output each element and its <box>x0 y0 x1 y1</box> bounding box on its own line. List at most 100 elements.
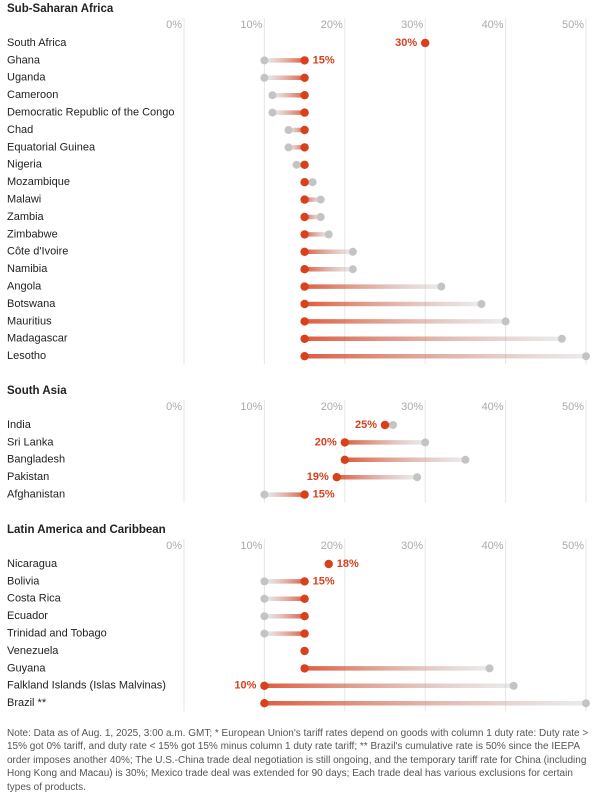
previous-rate-dot <box>348 265 357 274</box>
x-tick-label: 20% <box>321 401 343 413</box>
category-label: Afghanistan <box>7 489 65 501</box>
previous-rate-dot <box>477 300 486 308</box>
previous-rate-dot <box>348 247 357 256</box>
category-label: Nigeria <box>7 159 43 171</box>
previous-rate-dot <box>260 490 269 499</box>
category-label: Trinidad and Tobago <box>7 628 107 640</box>
category-label: Zimbabwe <box>7 228 58 240</box>
category-label: Costa Rica <box>7 593 62 605</box>
x-tick-label: 30% <box>401 540 423 552</box>
category-label: Democratic Republic of the Congo <box>7 107 175 119</box>
category-label: Brazil ** <box>7 697 47 709</box>
new-rate-dot <box>300 230 309 239</box>
category-label: Bolivia <box>7 575 40 587</box>
previous-rate-dot <box>316 195 325 204</box>
category-label: Cameroon <box>7 89 58 101</box>
new-rate-dot <box>300 334 309 343</box>
previous-rate-dot <box>268 91 277 100</box>
new-rate-dot <box>380 420 390 430</box>
category-label: Mozambique <box>7 176 70 188</box>
previous-rate-dot <box>389 421 398 429</box>
x-tick-label: 50% <box>562 19 584 31</box>
previous-rate-dot <box>260 577 269 586</box>
category-label: Bangladesh <box>7 454 65 466</box>
new-rate-dot <box>300 247 309 256</box>
x-tick-label: 0% <box>166 540 182 552</box>
previous-rate-dot <box>260 73 269 82</box>
new-rate-dot <box>300 212 309 222</box>
previous-rate-dot <box>292 160 301 169</box>
value-label: 19% <box>307 471 329 483</box>
previous-rate-dot <box>509 681 518 690</box>
new-rate-dot <box>300 73 309 83</box>
new-rate-dot <box>300 490 309 499</box>
x-tick-label: 10% <box>240 540 262 552</box>
previous-rate-dot <box>582 352 590 361</box>
new-rate-dot <box>300 108 309 117</box>
value-label: 15% <box>313 575 335 587</box>
category-label: Pakistan <box>7 471 49 483</box>
new-rate-dot <box>300 317 309 326</box>
previous-rate-dot <box>308 178 317 187</box>
x-tick-label: 10% <box>240 401 262 413</box>
previous-rate-dot <box>501 317 510 326</box>
previous-rate-dot <box>260 629 269 638</box>
new-rate-dot <box>421 38 430 48</box>
x-tick-label: 50% <box>562 540 584 552</box>
panel-title: South Asia <box>7 385 67 397</box>
category-label: Nicaragua <box>7 558 58 570</box>
category-label: Guyana <box>7 662 46 674</box>
x-tick-label: 10% <box>240 19 262 31</box>
new-rate-dot <box>300 265 309 274</box>
new-rate-dot <box>332 473 341 482</box>
new-rate-dot <box>300 143 309 152</box>
new-rate-dot <box>300 577 309 586</box>
category-label: Botswana <box>7 298 56 310</box>
category-label: Uganda <box>7 72 46 84</box>
category-label: Equatorial Guinea <box>7 141 96 153</box>
value-label: 15% <box>313 54 335 66</box>
new-rate-dot <box>300 629 309 638</box>
category-label: Angola <box>7 281 42 293</box>
category-label: Namibia <box>7 263 48 275</box>
previous-rate-dot <box>461 455 470 464</box>
category-label: Malawi <box>7 194 41 206</box>
previous-rate-dot <box>421 438 430 447</box>
category-label: Falkland Islands (Islas Malvinas) <box>7 680 166 692</box>
previous-rate-dot <box>437 282 446 291</box>
x-tick-label: 40% <box>482 19 504 31</box>
value-label: 30% <box>395 37 417 49</box>
x-tick-label: 40% <box>482 540 504 552</box>
new-rate-dot <box>300 352 309 361</box>
previous-rate-dot <box>260 594 269 603</box>
x-tick-label: 0% <box>166 19 182 31</box>
category-label: Chad <box>7 124 33 136</box>
x-tick-label: 30% <box>401 401 423 413</box>
category-label: Mauritius <box>7 315 52 327</box>
new-rate-dot <box>300 160 309 169</box>
x-tick-label: 40% <box>482 401 504 413</box>
category-label: Zambia <box>7 211 45 223</box>
x-tick-label: 50% <box>562 401 584 413</box>
new-rate-dot <box>300 646 309 656</box>
chart: Sub-Saharan Africa 0% 10% 20% 30% 40% 50% South… <box>7 3 590 712</box>
new-rate-dot <box>340 455 349 464</box>
value-label: 15% <box>313 489 335 501</box>
previous-rate-dot <box>284 126 293 134</box>
category-label: Venezuela <box>7 645 59 657</box>
previous-rate-dot <box>582 699 590 708</box>
x-tick-label: 20% <box>321 19 343 31</box>
category-label: Sri Lanka <box>7 436 54 448</box>
x-tick-label: 20% <box>321 540 343 552</box>
category-label: Madagascar <box>7 333 68 345</box>
new-rate-dot <box>300 125 309 135</box>
new-rate-dot <box>300 282 309 291</box>
value-label: 25% <box>355 419 377 431</box>
panel-title: Sub-Saharan Africa <box>7 3 114 15</box>
value-label: 20% <box>315 436 337 448</box>
x-tick-label: 0% <box>166 401 182 413</box>
category-label: South Africa <box>7 37 67 49</box>
category-label: India <box>7 419 32 431</box>
new-rate-dot <box>300 612 309 621</box>
